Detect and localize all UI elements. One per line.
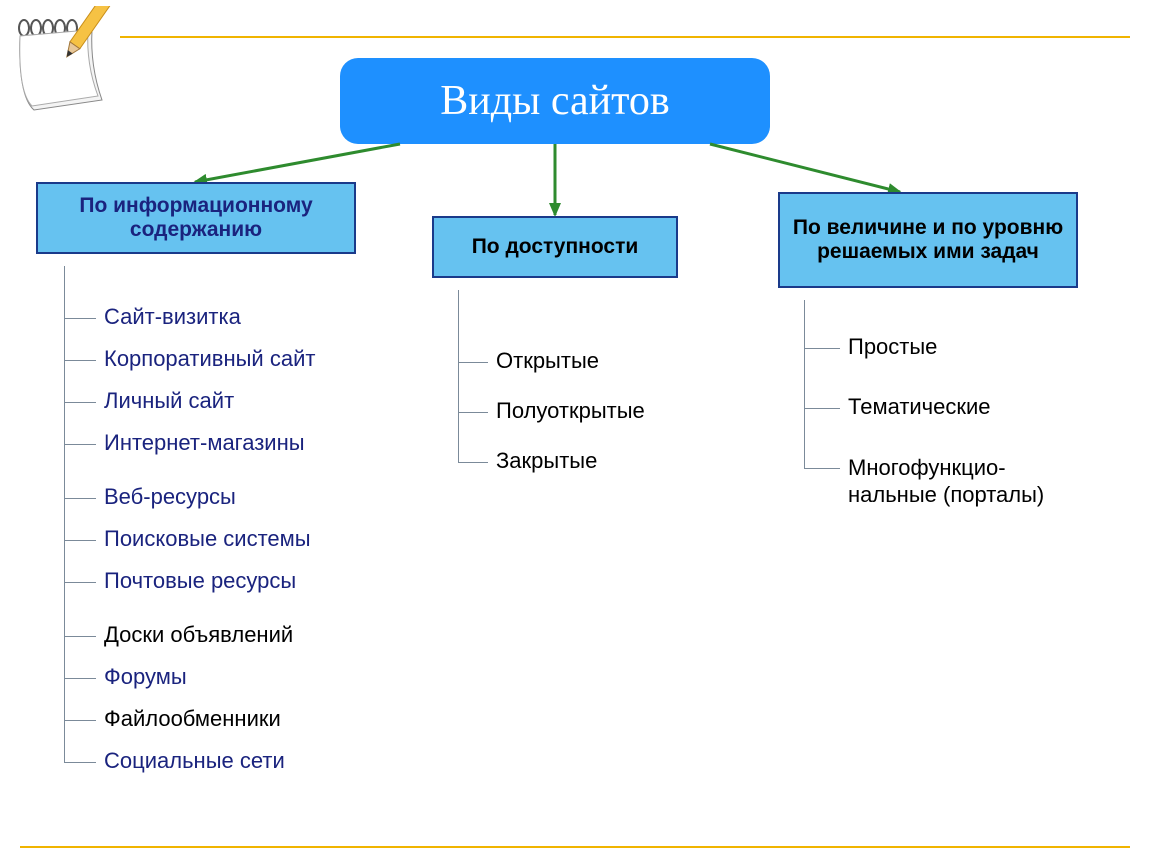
tree-item: Файлообменники [104,706,281,732]
tree-item: Веб-ресурсы [104,484,236,510]
notepad-icon [6,6,126,126]
tree-item: Доски объявлений [104,622,293,648]
cat-scale-label: По величине и по уровню решаемых ими зад… [788,216,1068,264]
tree-item: Закрытые [496,448,597,474]
tree-item: Простые [848,334,937,360]
tree-item: Поисковые системы [104,526,311,552]
tree-item: Многофункцио-нальные (порталы) [848,454,1148,509]
tree-item: Форумы [104,664,187,690]
cat-access: По доступности [432,216,678,278]
root-node: Виды сайтов [340,58,770,144]
tree-item: Интернет-магазины [104,430,305,456]
tree-item: Почтовые ресурсы [104,568,296,594]
tree-item: Личный сайт [104,388,234,414]
bottom-rule [20,846,1130,848]
tree-item: Корпоративный сайт [104,346,315,372]
cat-content-label: По информационному содержанию [46,194,346,242]
tree-item: Полуоткрытые [496,398,645,424]
cat-access-label: По доступности [472,235,639,259]
tree-item: Тематические [848,394,991,420]
tree-item: Открытые [496,348,599,374]
cat-scale: По величине и по уровню решаемых ими зад… [778,192,1078,288]
cat-content: По информационному содержанию [36,182,356,254]
tree-item: Сайт-визитка [104,304,241,330]
tree-item: Социальные сети [104,748,285,774]
root-label: Виды сайтов [440,77,669,125]
top-rule [120,36,1130,38]
